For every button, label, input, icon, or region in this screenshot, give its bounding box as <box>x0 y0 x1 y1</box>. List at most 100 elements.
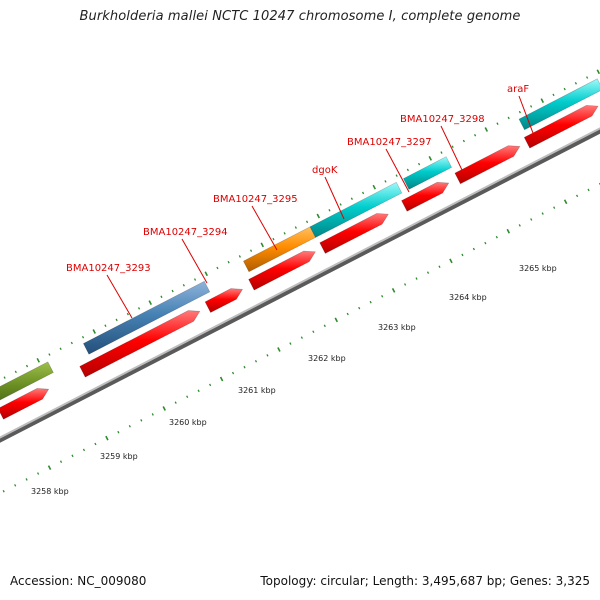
upper-tick <box>428 155 433 161</box>
scale-kbp-label: 3260 kbp <box>169 418 207 427</box>
lower-tick <box>358 306 361 310</box>
upper-tick <box>182 284 185 287</box>
lower-tick <box>346 312 349 316</box>
lower-tick <box>14 484 17 487</box>
upper-tick <box>48 353 51 356</box>
lower-tick <box>563 199 568 205</box>
upper-tick <box>540 98 545 103</box>
reverse-gene-bar <box>0 388 50 420</box>
upper-tick <box>14 370 17 374</box>
lower-tick <box>243 365 246 369</box>
backbone-shadow <box>0 128 600 443</box>
lower-tick <box>518 224 521 227</box>
backbone-line <box>0 127 600 439</box>
reverse-gene-bar <box>454 145 521 185</box>
scale-kbp-label: 3261 kbp <box>238 386 276 395</box>
upper-tick <box>104 324 107 327</box>
upper-tick <box>260 242 264 248</box>
upper-tick <box>25 364 29 368</box>
genome-summary-text: Topology: circular; Length: 3,495,687 bp… <box>260 574 590 588</box>
forward-gene-bar <box>0 361 54 401</box>
gene-leader-line <box>518 95 537 142</box>
upper-tick <box>3 376 6 379</box>
gene-label: BMA10247_3294 <box>143 227 228 238</box>
lower-tick <box>266 354 269 357</box>
gene-label: BMA10247_3298 <box>400 114 485 125</box>
gene-leader-line <box>251 205 278 251</box>
upper-tick <box>507 116 510 120</box>
map-title: Burkholderia mallei NCTC 10247 chromosom… <box>79 9 521 24</box>
lower-tick <box>576 194 579 198</box>
forward-gene-bar <box>518 78 600 131</box>
upper-tick <box>148 300 152 305</box>
gene-label: araF <box>507 84 529 95</box>
lower-tick <box>117 430 120 434</box>
scale-kbp-label: 3263 kbp <box>378 323 416 332</box>
lower-tick <box>47 465 52 470</box>
lower-tick <box>174 401 177 404</box>
upper-tick <box>586 76 589 79</box>
lower-tick <box>587 188 590 192</box>
lower-tick <box>334 317 339 323</box>
lower-tick <box>128 424 131 428</box>
lower-tick <box>219 376 224 382</box>
upper-tick <box>316 213 321 219</box>
forward-gene-bar <box>309 181 403 238</box>
lower-tick <box>209 383 212 387</box>
scale-kbp-label: 3262 kbp <box>308 354 346 363</box>
upper-tick <box>574 82 577 85</box>
gene-label: dgoK <box>312 165 338 176</box>
gene-leader-line <box>181 238 208 284</box>
upper-tick <box>59 347 62 351</box>
upper-tick <box>451 145 454 149</box>
upper-tick <box>272 237 275 241</box>
upper-tick <box>305 220 309 224</box>
gene-leader-line <box>440 125 463 171</box>
scale-kbp-label: 3258 kbp <box>31 487 69 496</box>
reverse-gene-bar <box>523 105 599 149</box>
upper-tick <box>92 329 96 334</box>
upper-tick <box>484 127 489 132</box>
lower-tick <box>231 371 235 375</box>
upper-tick <box>70 341 73 345</box>
lower-tick <box>495 235 498 239</box>
lower-tick <box>312 330 315 334</box>
upper-tick <box>193 278 197 281</box>
lower-tick <box>426 271 430 274</box>
upper-tick <box>361 191 365 195</box>
gene-layer <box>0 78 600 420</box>
lower-tick <box>438 265 441 269</box>
scale-kbp-label: 3264 kbp <box>449 293 487 302</box>
upper-tick <box>417 162 421 166</box>
lower-tick <box>59 460 63 463</box>
upper-tick <box>406 168 409 172</box>
reverse-gene-bar <box>401 181 450 212</box>
lower-tick <box>289 342 292 345</box>
gene-label-layer: BMA10247_3293 BMA10247_3294 BMA10247_3295 d… <box>66 84 537 319</box>
tick-layer: 3258 kbp 3259 kbp 3260 kbp 3261 kbp 3262 kbp… <box>2 69 600 496</box>
lower-tick <box>37 472 40 475</box>
lower-tick <box>506 228 511 234</box>
lower-tick <box>25 478 28 481</box>
reverse-gene-bar <box>319 213 389 254</box>
gene-label: BMA10247_3297 <box>347 137 432 148</box>
lower-tick <box>449 258 453 264</box>
gene-label: BMA10247_3295 <box>213 194 298 205</box>
lower-tick <box>94 442 97 446</box>
forward-gene-bar <box>403 156 453 190</box>
upper-tick <box>283 232 286 235</box>
scale-kbp-label: 3265 kbp <box>519 264 557 273</box>
forward-gene-bar <box>82 280 211 355</box>
lower-tick <box>484 241 487 245</box>
upper-tick <box>126 312 129 316</box>
upper-tick <box>462 139 465 143</box>
lower-tick <box>254 359 258 363</box>
upper-tick <box>530 105 533 108</box>
lower-tick <box>381 295 384 298</box>
lower-tick <box>197 389 200 393</box>
gene-leader-line <box>385 148 410 193</box>
lower-tick <box>300 336 303 339</box>
upper-tick <box>563 87 566 91</box>
